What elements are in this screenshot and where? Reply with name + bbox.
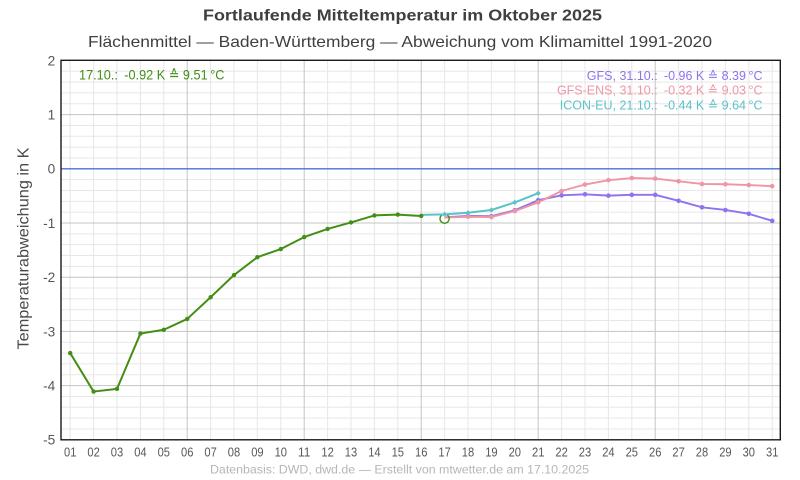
svg-text:-3: -3 bbox=[43, 324, 56, 339]
svg-text:02: 02 bbox=[87, 444, 99, 459]
svg-text:21: 21 bbox=[532, 444, 544, 459]
svg-text:12: 12 bbox=[321, 444, 333, 459]
svg-text:09: 09 bbox=[251, 444, 263, 459]
svg-text:29: 29 bbox=[719, 444, 731, 459]
svg-text:26: 26 bbox=[649, 444, 661, 459]
svg-text:25: 25 bbox=[626, 444, 638, 459]
svg-text:ICON-EU, 21.10.: -0.44 K ≙ 9.6: ICON-EU, 21.10.: -0.44 K ≙ 9.64 °C bbox=[560, 98, 763, 112]
svg-text:31: 31 bbox=[766, 444, 778, 459]
svg-text:28: 28 bbox=[696, 444, 708, 459]
svg-text:10: 10 bbox=[275, 444, 287, 459]
svg-text:-1: -1 bbox=[43, 216, 55, 231]
svg-text:GFS-ENS, 31.10.: -0.32 K ≙ 9.0: GFS-ENS, 31.10.: -0.32 K ≙ 9.03 °C bbox=[557, 84, 763, 98]
svg-text:11: 11 bbox=[298, 444, 310, 459]
svg-text:16: 16 bbox=[415, 444, 427, 459]
svg-text:05: 05 bbox=[158, 444, 170, 459]
svg-text:18: 18 bbox=[462, 444, 474, 459]
svg-text:08: 08 bbox=[228, 444, 240, 459]
svg-text:-2: -2 bbox=[43, 270, 55, 285]
svg-text:-4: -4 bbox=[43, 379, 56, 394]
svg-text:30: 30 bbox=[743, 444, 755, 459]
svg-text:24: 24 bbox=[602, 444, 614, 459]
svg-text:2: 2 bbox=[48, 53, 56, 68]
svg-text:04: 04 bbox=[134, 444, 146, 459]
svg-text:0: 0 bbox=[48, 162, 56, 177]
svg-text:1: 1 bbox=[48, 108, 56, 123]
svg-text:15: 15 bbox=[392, 444, 404, 459]
svg-text:20: 20 bbox=[509, 444, 521, 459]
svg-text:Temperaturabweichung in K: Temperaturabweichung in K bbox=[16, 147, 33, 349]
svg-text:14: 14 bbox=[368, 444, 380, 459]
svg-text:Flächenmittel — Baden-Württemb: Flächenmittel — Baden-Württemberg — Abwe… bbox=[88, 34, 712, 51]
svg-text:GFS, 31.10.: -0.96 K ≙ 8.39 °C: GFS, 31.10.: -0.96 K ≙ 8.39 °C bbox=[587, 69, 763, 83]
svg-text:Datenbasis: DWD, dwd.de — Erst: Datenbasis: DWD, dwd.de — Erstellt von m… bbox=[210, 462, 589, 476]
svg-text:27: 27 bbox=[672, 444, 684, 459]
svg-text:06: 06 bbox=[181, 444, 193, 459]
svg-text:19: 19 bbox=[485, 444, 497, 459]
svg-text:22: 22 bbox=[555, 444, 567, 459]
svg-text:03: 03 bbox=[111, 444, 123, 459]
svg-text:13: 13 bbox=[345, 444, 357, 459]
svg-text:17.10.: -0.92 K ≙ 9.51 °C: 17.10.: -0.92 K ≙ 9.51 °C bbox=[79, 67, 225, 83]
svg-text:07: 07 bbox=[204, 444, 216, 459]
svg-text:Fortlaufende Mitteltemperatur: Fortlaufende Mitteltemperatur im Oktober… bbox=[203, 7, 602, 24]
svg-text:17: 17 bbox=[438, 444, 450, 459]
svg-text:01: 01 bbox=[64, 444, 76, 459]
svg-text:-5: -5 bbox=[43, 433, 56, 448]
svg-text:23: 23 bbox=[579, 444, 591, 459]
